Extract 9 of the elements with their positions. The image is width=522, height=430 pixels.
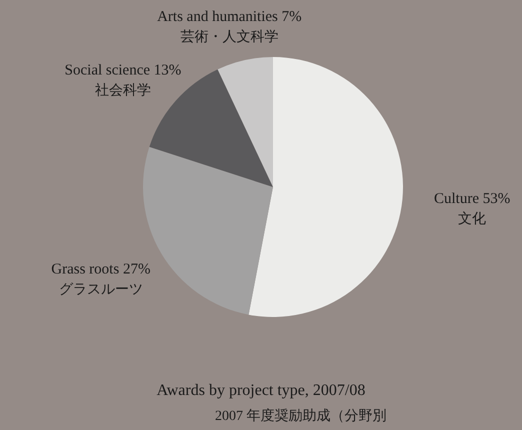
data-label: 13%	[154, 62, 182, 79]
data-label: 7%	[282, 9, 302, 26]
category-label: Social science 社会科学	[64, 62, 151, 99]
text: 2007 年度奨励助成（分野別	[215, 408, 386, 424]
category-label: Arts and humanities 芸術・人文科学	[157, 9, 278, 46]
pie-slice	[218, 57, 273, 187]
pie-slice	[248, 57, 403, 317]
text: Awards by project type, 2007/08	[156, 382, 366, 399]
data-label: 27%	[122, 262, 150, 278]
